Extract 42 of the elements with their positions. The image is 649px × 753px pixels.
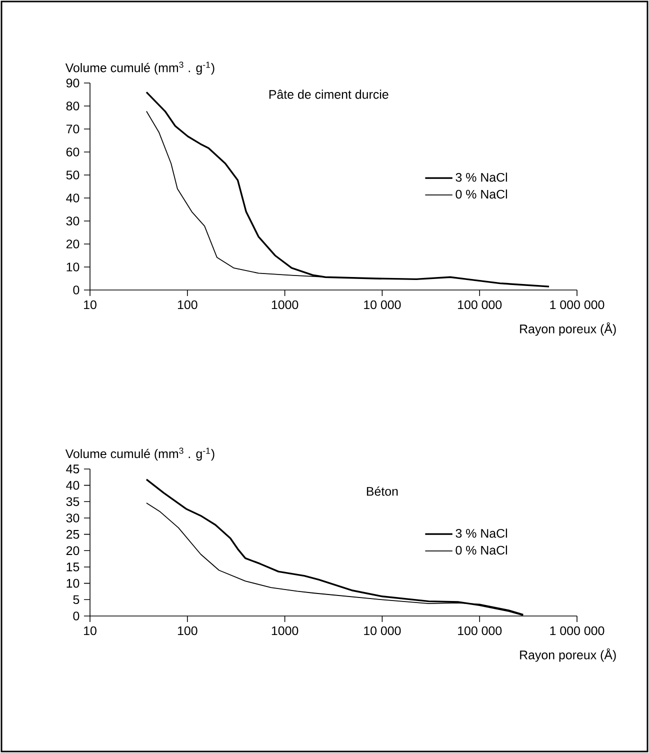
y-tick-label: 40 xyxy=(66,194,80,202)
y-tick-label: 80 xyxy=(66,102,80,110)
legend-label: 0 % NaCl xyxy=(456,189,507,199)
y-tick-label: 0 xyxy=(73,286,80,294)
legend-label: 3 % NaCl xyxy=(456,172,507,182)
y-tick-label: 15 xyxy=(66,562,80,572)
legend-label: 0 % NaCl xyxy=(456,545,507,555)
y-axis-title: Volume cumulé (mm$^{3}$ . g$^{-1}$) xyxy=(65,448,214,461)
y-tick-label: 30 xyxy=(66,216,80,226)
y-tick-label: 0 xyxy=(73,612,80,620)
x-tick-label: 10 xyxy=(84,300,96,310)
x-tick-label: 10 000 xyxy=(364,626,401,636)
y-tick-label: 45 xyxy=(66,464,80,474)
x-tick-label: 100 000 xyxy=(458,626,502,636)
x-tick-label: 100 xyxy=(178,626,198,636)
y-axis-title: Volume cumulé (mm$^{3}$ . g$^{-1}$) xyxy=(65,62,214,75)
x-axis-title: Rayon poreux (Å) xyxy=(520,322,616,336)
y-tick-label: 25 xyxy=(66,530,80,539)
x-tick-label: 10 000 xyxy=(364,300,401,310)
y-tick-label: 40 xyxy=(66,480,80,490)
x-tick-label: 100 xyxy=(178,300,198,310)
y-tick-label: 5 xyxy=(73,595,80,604)
y-tick-label: 50 xyxy=(66,170,80,180)
x-axis-title: Rayon poreux (Å) xyxy=(520,648,616,662)
y-tick-label: 10 xyxy=(66,262,80,272)
y-tick-label: 90 xyxy=(66,78,80,88)
x-tick-label: 1 000 000 xyxy=(550,300,604,310)
legend-label: 3 % NaCl xyxy=(456,528,507,538)
y-tick-label: 20 xyxy=(66,240,80,248)
x-tick-label: 1000 xyxy=(272,626,298,636)
y-tick-label: 60 xyxy=(66,148,80,156)
y-tick-label: 70 xyxy=(66,124,80,134)
x-tick-label: 1000 xyxy=(272,300,298,310)
y-tick-label: 10 xyxy=(66,578,80,588)
y-tick-label: 35 xyxy=(66,497,80,506)
chart-title: Pâte de ciment durcie xyxy=(269,90,388,99)
x-tick-label: 100 000 xyxy=(458,300,502,310)
y-tick-label: 30 xyxy=(66,514,80,522)
text: Béton xyxy=(366,486,398,496)
x-tick-label: 10 xyxy=(84,626,96,636)
x-tick-label: 1 000 000 xyxy=(550,626,604,636)
y-tick-label: 20 xyxy=(66,546,80,556)
